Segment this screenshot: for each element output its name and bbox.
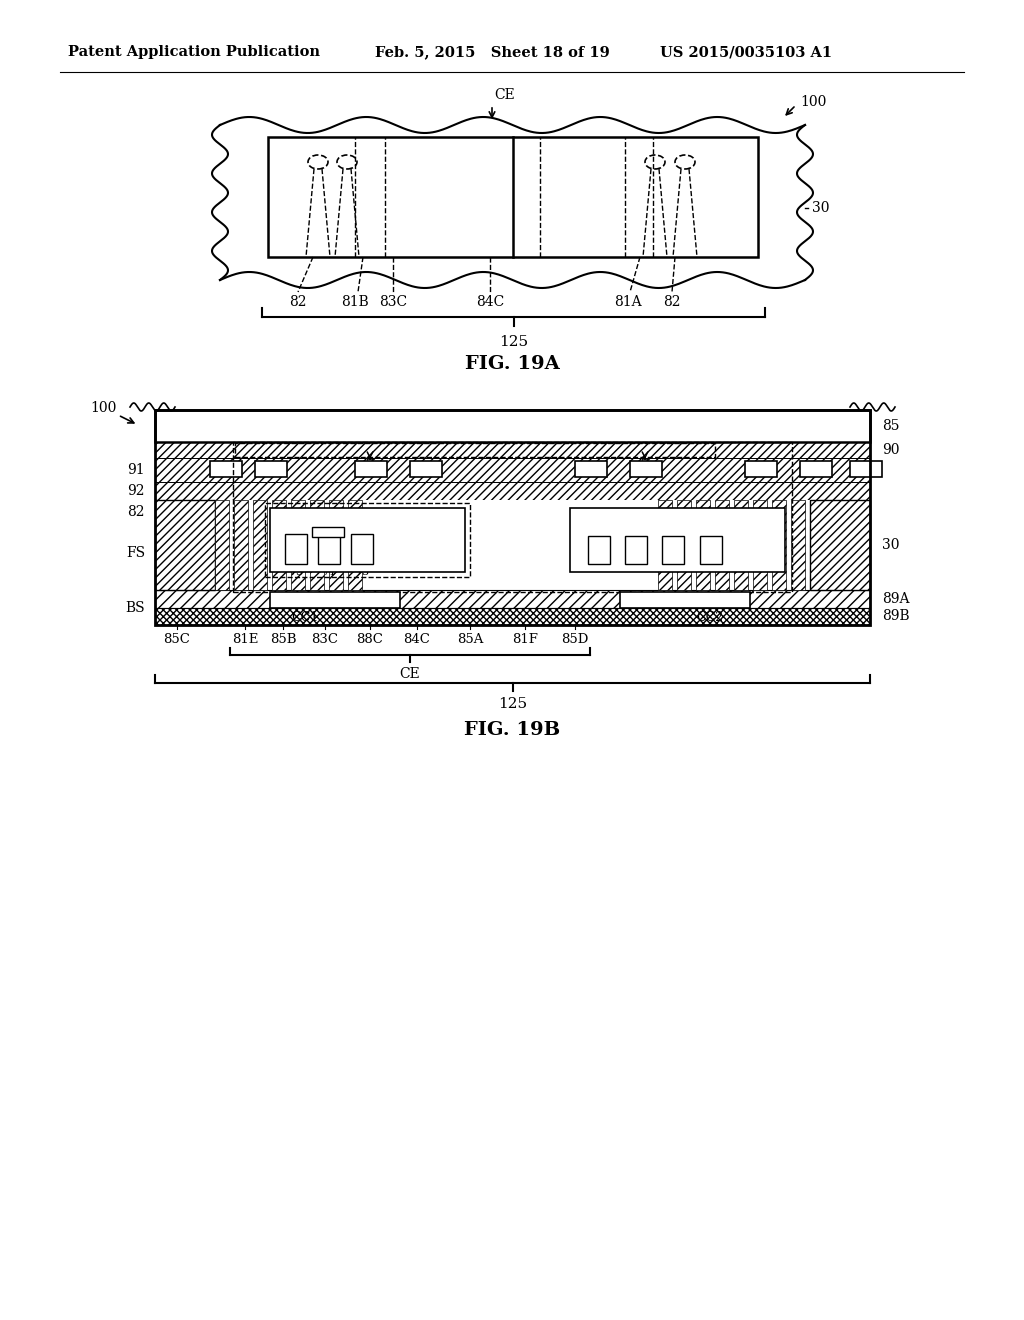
Text: 82: 82: [664, 294, 681, 309]
Bar: [155, 442, 870, 458]
Bar: [155, 590, 870, 609]
Text: 85D: 85D: [561, 634, 589, 645]
Bar: [348, 500, 362, 590]
Text: 85C: 85C: [164, 634, 190, 645]
Text: 85A: 85A: [457, 634, 483, 645]
Text: FIG. 19A: FIG. 19A: [465, 355, 559, 374]
Text: 89A: 89A: [882, 591, 909, 606]
Text: 88C: 88C: [356, 634, 383, 645]
Bar: [570, 508, 785, 572]
Bar: [310, 500, 324, 590]
Bar: [291, 500, 305, 590]
Bar: [850, 461, 882, 477]
Text: 84C: 84C: [403, 634, 430, 645]
Text: 82: 82: [289, 294, 307, 309]
Bar: [270, 508, 465, 572]
Bar: [588, 536, 610, 564]
Text: Feb. 5, 2015   Sheet 18 of 19: Feb. 5, 2015 Sheet 18 of 19: [375, 45, 609, 59]
Text: FIG. 19B: FIG. 19B: [464, 721, 560, 739]
Bar: [351, 535, 373, 564]
Text: 81A: 81A: [614, 294, 642, 309]
Text: 85B: 85B: [269, 634, 296, 645]
Text: 82: 82: [128, 506, 145, 519]
Text: FS: FS: [126, 546, 145, 560]
Bar: [620, 591, 750, 609]
Text: 71: 71: [322, 568, 336, 577]
Bar: [745, 461, 777, 477]
Text: CE: CE: [495, 88, 515, 102]
Text: 83C: 83C: [379, 294, 408, 309]
Text: 73: 73: [355, 568, 369, 577]
Bar: [268, 137, 758, 257]
Bar: [753, 500, 767, 590]
Bar: [630, 461, 662, 477]
Bar: [658, 500, 672, 590]
Text: US 2015/0035103 A1: US 2015/0035103 A1: [660, 45, 833, 59]
Bar: [700, 536, 722, 564]
Bar: [270, 591, 400, 609]
Bar: [791, 500, 805, 590]
Bar: [410, 461, 442, 477]
Text: Patent Application Publication: Patent Application Publication: [68, 45, 319, 59]
Bar: [155, 411, 870, 624]
Bar: [318, 535, 340, 564]
Bar: [155, 458, 870, 482]
Bar: [772, 500, 786, 590]
Bar: [155, 500, 215, 590]
Bar: [253, 500, 267, 590]
Bar: [233, 442, 792, 591]
Text: 84C: 84C: [476, 294, 504, 309]
Text: 7: 7: [641, 459, 649, 473]
Text: 30: 30: [882, 539, 899, 552]
Text: CC1: CC1: [292, 611, 318, 624]
Bar: [265, 503, 470, 577]
Bar: [285, 535, 307, 564]
Bar: [234, 444, 715, 457]
Bar: [155, 411, 870, 442]
Bar: [155, 482, 870, 500]
Bar: [355, 461, 387, 477]
Text: CC2: CC2: [696, 611, 724, 624]
Bar: [625, 536, 647, 564]
Bar: [575, 461, 607, 477]
Text: CE: CE: [399, 667, 421, 681]
Text: 81B: 81B: [341, 294, 369, 309]
Bar: [696, 500, 710, 590]
Bar: [800, 461, 831, 477]
Bar: [255, 461, 287, 477]
Bar: [234, 500, 248, 590]
Text: 90: 90: [882, 444, 899, 457]
Text: 81E: 81E: [231, 634, 258, 645]
Bar: [715, 500, 729, 590]
Bar: [810, 500, 870, 590]
Bar: [215, 500, 810, 590]
Bar: [312, 527, 344, 537]
Bar: [734, 500, 748, 590]
Text: 91: 91: [127, 463, 145, 477]
Bar: [272, 500, 286, 590]
Text: 30: 30: [812, 201, 829, 215]
Bar: [210, 461, 242, 477]
Text: 125: 125: [498, 697, 527, 711]
Text: 72: 72: [321, 524, 335, 535]
Text: 92: 92: [128, 484, 145, 498]
Text: 7: 7: [366, 459, 374, 473]
Bar: [215, 500, 229, 590]
Bar: [329, 500, 343, 590]
Bar: [662, 536, 684, 564]
Text: 125: 125: [499, 335, 528, 348]
Text: 85: 85: [882, 418, 899, 433]
Bar: [677, 500, 691, 590]
Text: 83C: 83C: [311, 634, 339, 645]
Text: 73: 73: [289, 568, 303, 577]
Text: 81F: 81F: [512, 634, 538, 645]
Text: 100: 100: [90, 401, 117, 414]
Text: BS: BS: [125, 601, 145, 615]
Bar: [155, 609, 870, 624]
Text: 100: 100: [800, 95, 826, 110]
Text: 89B: 89B: [882, 610, 909, 623]
